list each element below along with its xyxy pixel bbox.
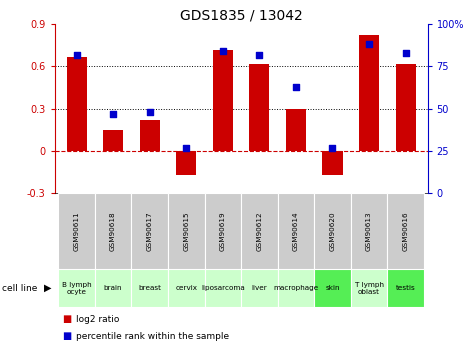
Bar <box>387 269 424 307</box>
Bar <box>168 193 205 269</box>
Text: GSM90612: GSM90612 <box>256 211 262 251</box>
Point <box>256 52 263 57</box>
Point <box>365 42 373 47</box>
Bar <box>277 269 314 307</box>
Bar <box>205 269 241 307</box>
Bar <box>132 193 168 269</box>
Bar <box>241 193 277 269</box>
Text: GSM90619: GSM90619 <box>220 211 226 251</box>
Bar <box>95 193 132 269</box>
Text: GSM90618: GSM90618 <box>110 211 116 251</box>
Text: log2 ratio: log2 ratio <box>76 315 119 324</box>
Point <box>402 50 409 56</box>
Text: ■: ■ <box>62 314 71 324</box>
Bar <box>286 109 306 151</box>
Text: liposarcoma: liposarcoma <box>201 285 245 291</box>
Text: macrophage: macrophage <box>273 285 319 291</box>
Text: ▶: ▶ <box>44 283 52 293</box>
Bar <box>277 193 314 269</box>
Bar <box>351 269 387 307</box>
Text: cell line: cell line <box>2 284 38 293</box>
Text: T lymph
oblast: T lymph oblast <box>354 282 383 295</box>
Point <box>109 111 117 117</box>
Bar <box>176 151 196 175</box>
Bar <box>396 63 416 151</box>
Bar <box>213 49 233 151</box>
Text: GSM90616: GSM90616 <box>403 211 408 251</box>
Text: GSM90617: GSM90617 <box>147 211 152 251</box>
Text: GSM90614: GSM90614 <box>293 211 299 251</box>
Text: GSM90611: GSM90611 <box>74 211 79 251</box>
Bar <box>205 193 241 269</box>
Bar <box>314 269 351 307</box>
Text: brain: brain <box>104 285 123 291</box>
Point <box>329 145 336 150</box>
Text: GSM90620: GSM90620 <box>330 211 335 251</box>
Bar <box>314 193 351 269</box>
Bar <box>140 120 160 151</box>
Bar <box>241 269 277 307</box>
Text: percentile rank within the sample: percentile rank within the sample <box>76 332 229 341</box>
Bar <box>58 269 95 307</box>
Bar <box>103 130 123 151</box>
Bar <box>95 269 132 307</box>
Bar <box>58 193 95 269</box>
Bar <box>66 57 86 151</box>
Bar <box>351 193 387 269</box>
Text: liver: liver <box>251 285 267 291</box>
Text: GSM90615: GSM90615 <box>183 211 189 251</box>
Point <box>182 145 190 150</box>
Text: B lymph
ocyte: B lymph ocyte <box>62 282 91 295</box>
Bar <box>132 269 168 307</box>
Bar <box>168 269 205 307</box>
Bar <box>387 193 424 269</box>
Title: GDS1835 / 13042: GDS1835 / 13042 <box>180 9 303 23</box>
Text: ■: ■ <box>62 332 71 341</box>
Text: GSM90613: GSM90613 <box>366 211 372 251</box>
Text: cervix: cervix <box>175 285 197 291</box>
Bar <box>249 63 269 151</box>
Point <box>292 84 300 89</box>
Point <box>219 48 227 54</box>
Bar <box>323 151 342 175</box>
Text: skin: skin <box>325 285 340 291</box>
Text: testis: testis <box>396 285 416 291</box>
Bar <box>359 36 379 151</box>
Point <box>146 109 153 115</box>
Text: breast: breast <box>138 285 161 291</box>
Point <box>73 52 80 57</box>
